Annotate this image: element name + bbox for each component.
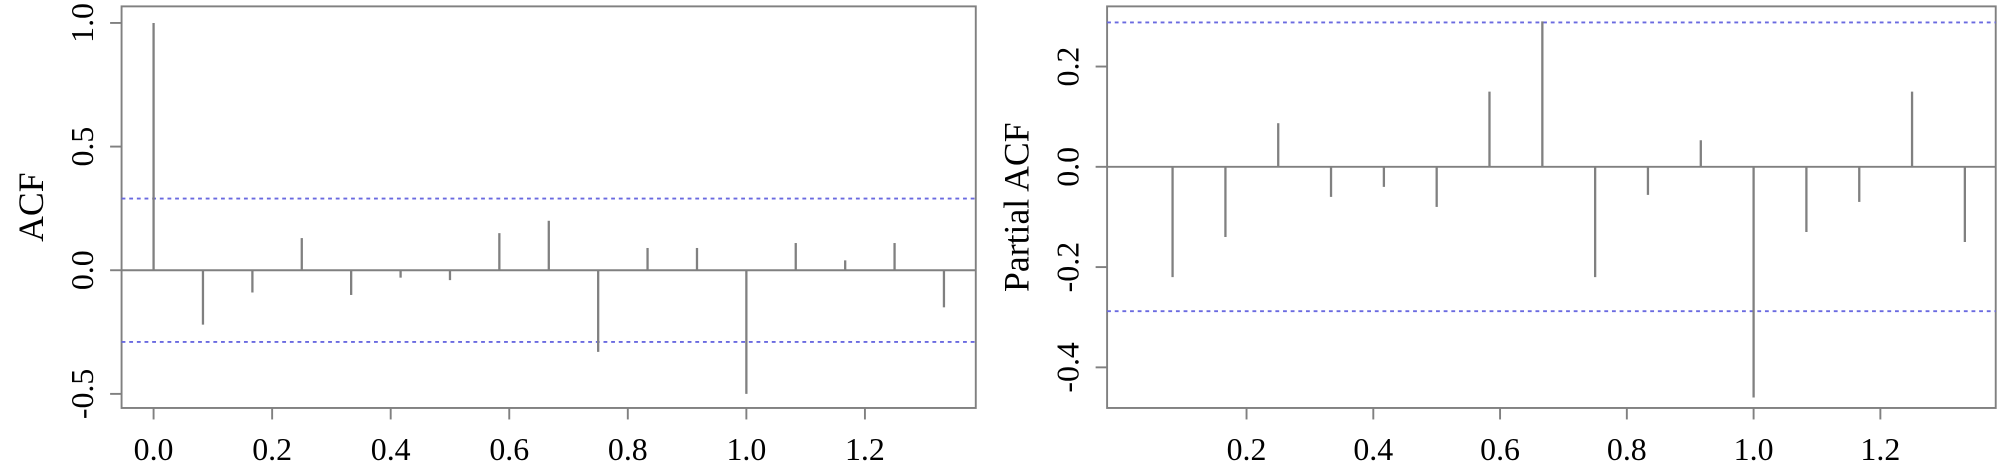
y-tick-label: 0.0 (65, 250, 100, 290)
x-tick-label: 0.2 (252, 432, 292, 467)
x-tick-label: 0.6 (1480, 432, 1520, 467)
x-tick-label: 0.4 (371, 432, 411, 467)
x-tick-label: 1.2 (845, 432, 885, 467)
plot-frame (1106, 5, 1997, 409)
x-tick-label: 0.8 (608, 432, 648, 467)
y-tick-label: -0.5 (65, 369, 100, 419)
y-tick-label: 0.0 (1051, 147, 1086, 187)
y-tick-label: -0.2 (1051, 242, 1086, 292)
x-tick-label: 0.8 (1607, 432, 1647, 467)
x-tick-label: 1.0 (1734, 432, 1774, 467)
x-tick-label: 0.6 (489, 432, 529, 467)
plot-frame (120, 5, 977, 409)
y-tick-label: 1.0 (65, 3, 100, 43)
y-tick-label: -0.4 (1051, 342, 1086, 393)
y-tick-label: 0.2 (1051, 47, 1086, 87)
y-axis-label: Partial ACF (997, 122, 1037, 292)
x-tick-label: 0.4 (1353, 432, 1393, 467)
x-tick-label: 0.0 (134, 432, 174, 467)
y-axis-label: ACF (11, 172, 51, 241)
x-tick-label: 0.2 (1227, 432, 1267, 467)
x-tick-label: 1.0 (726, 432, 766, 467)
x-tick-label: 1.2 (1860, 432, 1900, 467)
y-tick-label: 0.5 (65, 127, 100, 167)
